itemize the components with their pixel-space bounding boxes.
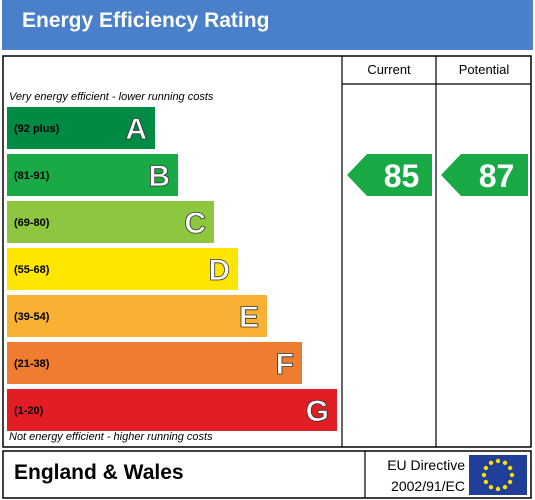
eu-flag-star (495, 458, 501, 464)
region-label: England & Wales (14, 461, 184, 484)
potential-column-header: Potential (458, 62, 510, 77)
band-bar-e (7, 295, 267, 337)
band-range-a: (92 plus) (14, 123, 60, 135)
band-bar-b (7, 154, 178, 196)
band-letter-b: B (148, 160, 170, 193)
chart-title: Energy Efficiency Rating (22, 9, 270, 32)
band-range-b: (81-91) (14, 170, 50, 182)
eu-flag-star (502, 460, 508, 466)
eu-flag-star (495, 486, 501, 492)
current-column-header: Current (367, 62, 411, 77)
band-range-c: (69-80) (14, 217, 50, 229)
eu-flag-star (488, 484, 494, 490)
band-letter-a: A (125, 113, 147, 146)
band-letter-e: E (239, 301, 259, 334)
band-letter-g: G (306, 395, 329, 428)
top-note: Very energy efficient - lower running co… (9, 91, 214, 103)
band-bar-a (7, 107, 155, 149)
eu-flag-star (502, 484, 508, 490)
footer-frame (2, 450, 532, 499)
potential-rating-value: 87 (479, 158, 515, 194)
band-range-e: (39-54) (14, 311, 50, 323)
potential-rating-arrow (441, 154, 528, 196)
band-bar-c (7, 201, 214, 243)
band-letter-d: D (208, 254, 230, 287)
band-bar-g (7, 389, 337, 431)
directive-line-1: EU Directive (387, 457, 465, 473)
band-range-f: (21-38) (14, 358, 50, 370)
eu-flag-star (509, 472, 515, 478)
eu-flag-star (507, 479, 513, 485)
eu-flag-star (483, 465, 489, 471)
header-bar: Energy Efficiency Rating (2, 0, 533, 50)
band-letter-f: F (276, 348, 294, 381)
eu-flag-star (481, 472, 487, 478)
directive-line-2: 2002/91/EC (391, 478, 465, 494)
band-letter-c: C (184, 207, 206, 240)
band-range-g: (1-20) (14, 405, 44, 417)
band-bar-d (7, 248, 238, 290)
bottom-note: Not energy efficient - higher running co… (9, 431, 213, 443)
chart-frame (2, 55, 532, 448)
eu-flag-star (483, 479, 489, 485)
eu-flag-star (488, 460, 494, 466)
current-rating-arrow (347, 154, 432, 196)
current-rating-value: 85 (384, 158, 420, 194)
band-range-d: (55-68) (14, 264, 50, 276)
eu-flag-star (507, 465, 513, 471)
band-bar-f (7, 342, 302, 384)
